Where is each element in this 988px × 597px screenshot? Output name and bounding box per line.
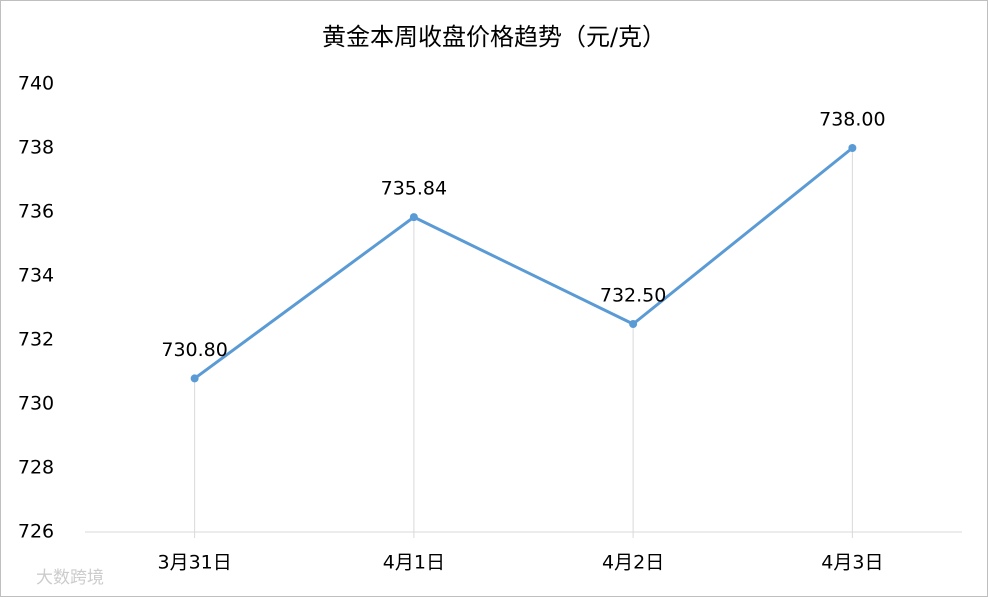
y-tick-label: 726 (18, 521, 54, 543)
x-tick-label: 4月1日 (383, 552, 445, 574)
data-label: 732.50 (600, 285, 666, 307)
x-tick-label: 3月31日 (157, 552, 231, 574)
y-tick-label: 734 (18, 265, 54, 287)
x-tick-label: 4月3日 (821, 552, 883, 574)
data-line (193, 146, 854, 380)
data-point (409, 213, 418, 222)
chart-title: 黄金本周收盘价格趋势（元/克） (322, 23, 666, 51)
data-point (629, 320, 638, 328)
data-label: 738.00 (819, 109, 885, 131)
data-point (190, 374, 199, 383)
y-tick-label: 736 (18, 201, 54, 223)
y-tick-label: 732 (18, 329, 54, 351)
data-label: 730.80 (161, 339, 227, 361)
x-tick-label: 4月2日 (602, 552, 664, 574)
y-tick-label: 738 (18, 137, 54, 159)
watermark: 大数跨境 (36, 568, 104, 588)
y-tick-label: 740 (18, 73, 54, 95)
data-label: 735.84 (381, 178, 447, 200)
y-tick-label: 728 (18, 457, 54, 479)
y-tick-label: 730 (18, 393, 54, 415)
data-point (848, 144, 857, 152)
